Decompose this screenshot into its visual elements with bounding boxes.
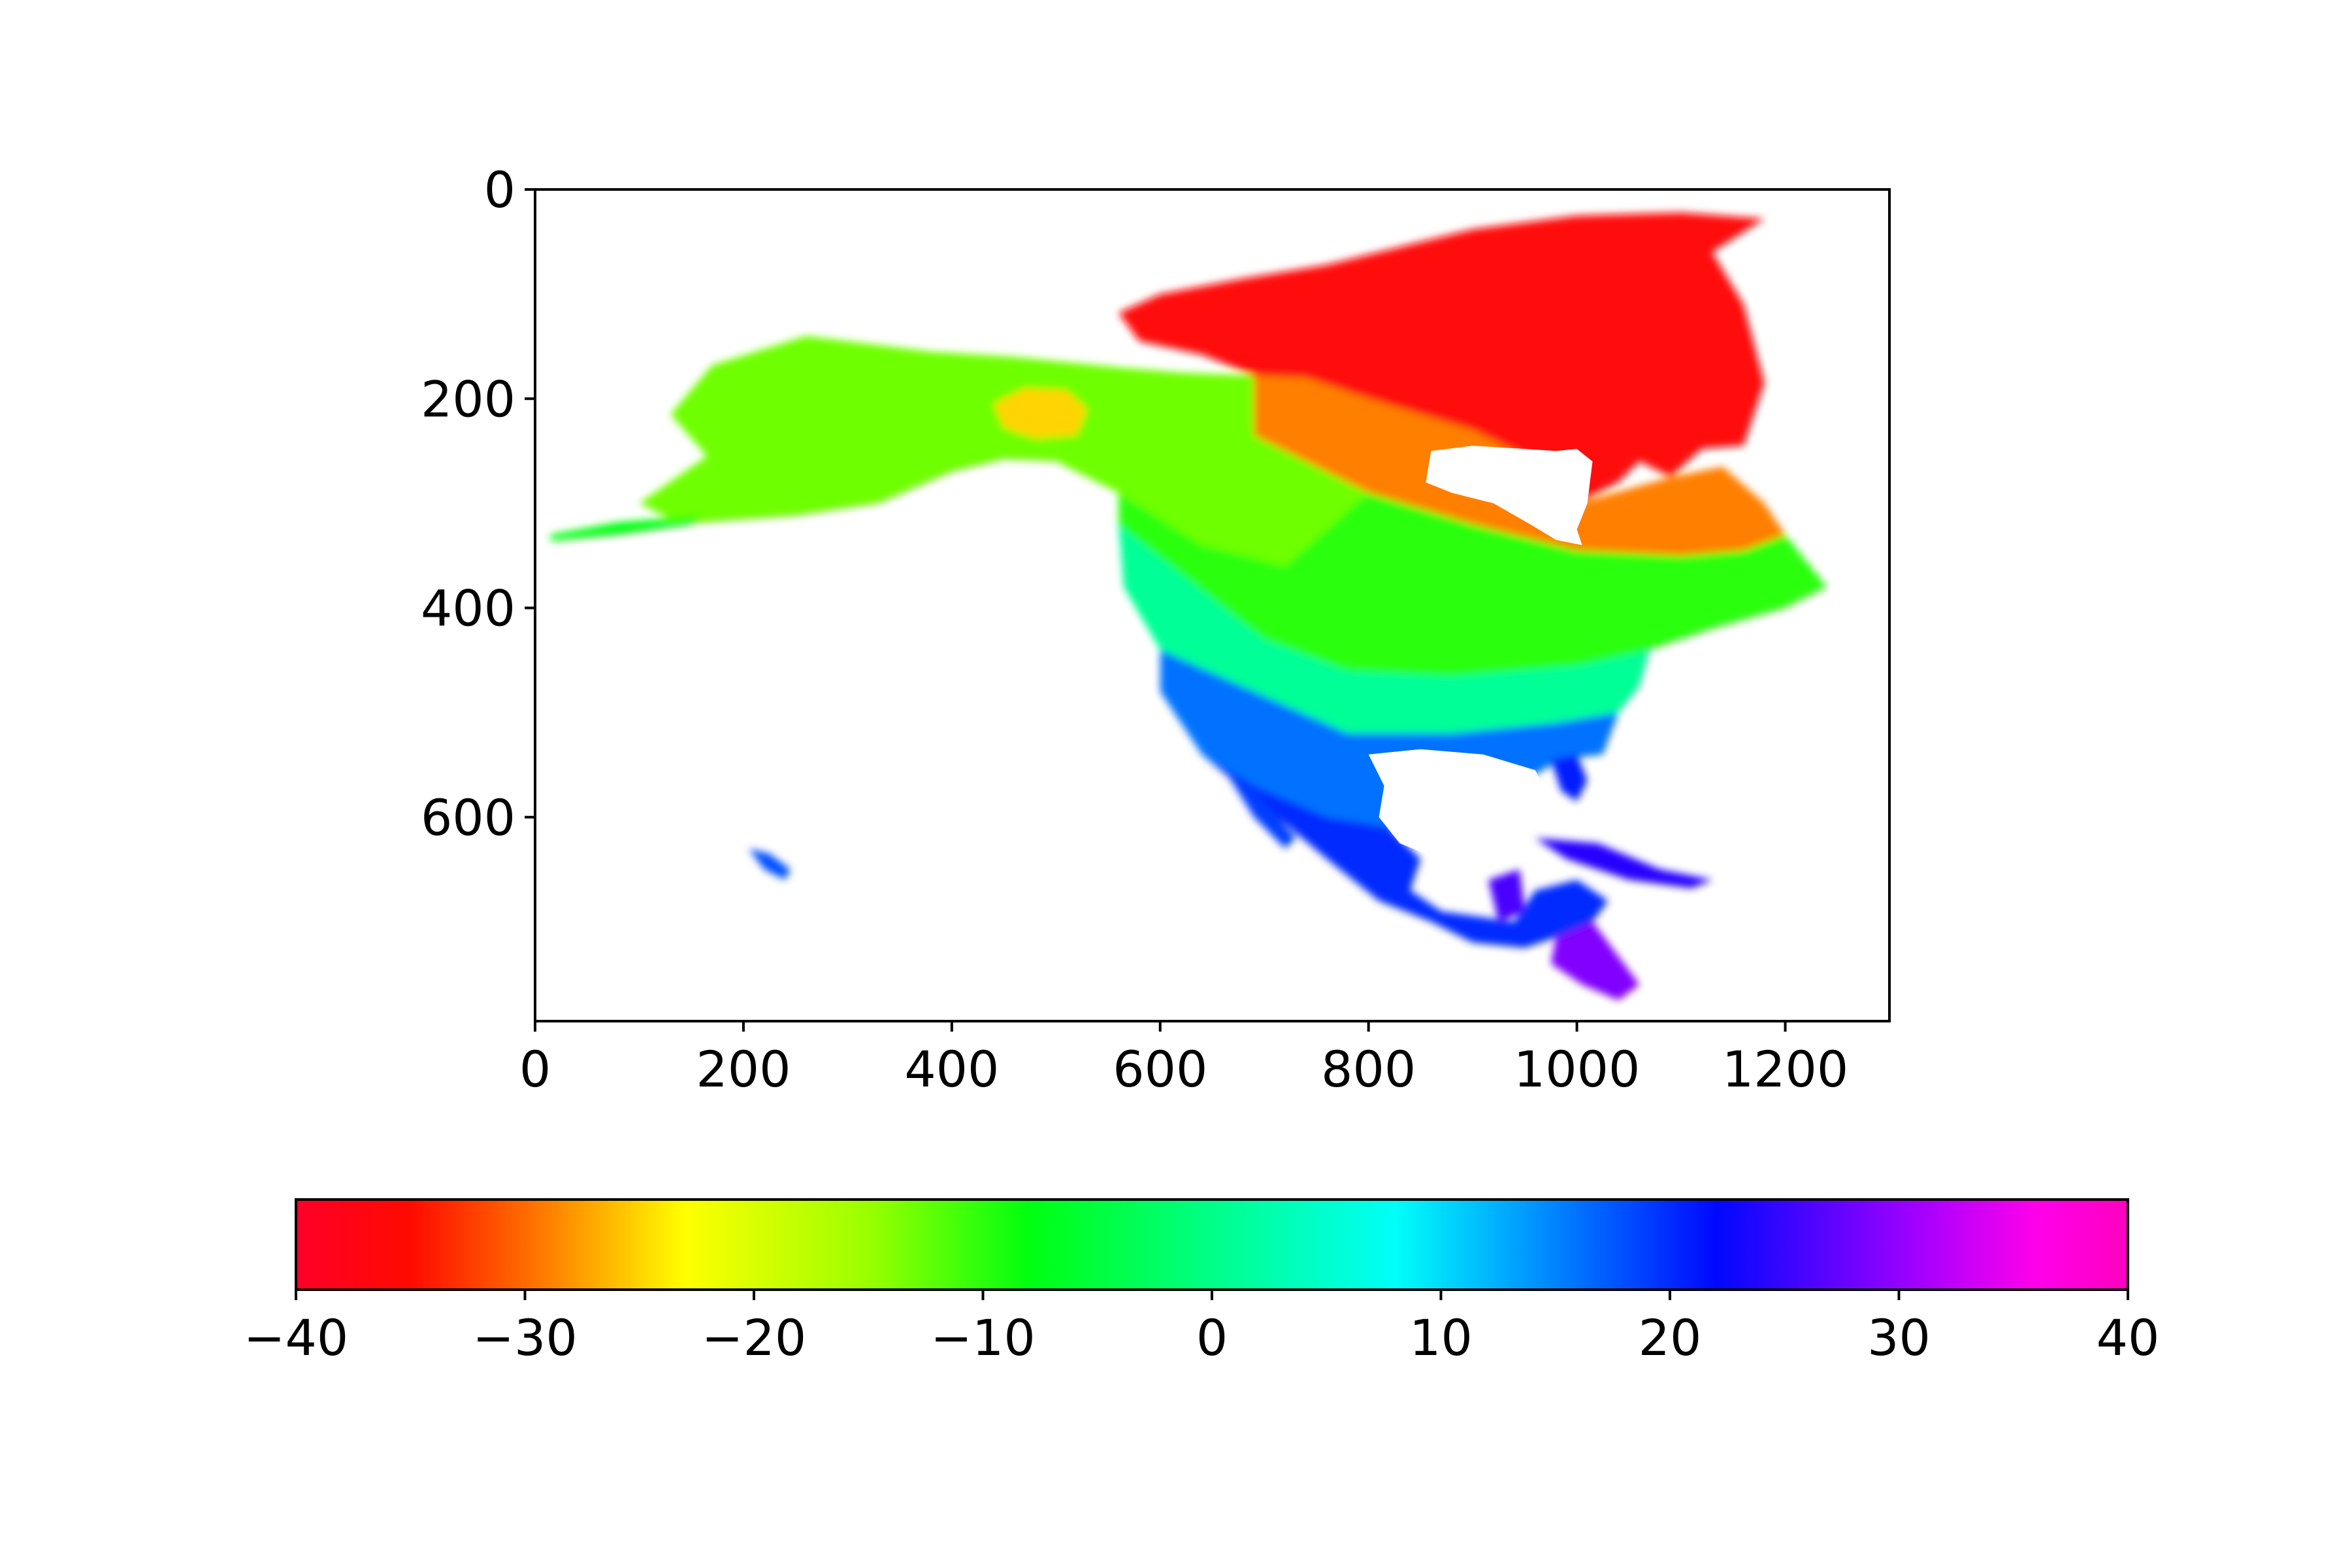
x-tick-label: 0 [519,1040,551,1098]
x-tick-label: 800 [1321,1040,1416,1098]
region-yucatan [1488,869,1525,922]
plot-area: 0 200 400 600 800 1000 1200 0 200 400 600 [421,161,1891,1098]
y-tick-label: 400 [421,580,515,638]
x-tick-label: 400 [904,1040,999,1098]
water-gulf-of-mexico [1368,749,1546,864]
y-tick-label: 600 [421,789,515,847]
region-central-canada [1119,493,1827,676]
x-tick-label: 200 [696,1040,791,1098]
x-axis: 0 200 400 600 800 1000 1200 [519,1021,1848,1098]
water-hudson-bay [1426,446,1593,546]
colorbar-tick-label: −30 [472,1309,577,1367]
region-aleutian-chain [550,515,702,541]
y-tick-label: 0 [484,161,515,219]
colorbar-tick-label: 40 [2097,1309,2160,1367]
colorbar-tick-label: −10 [930,1309,1035,1367]
colorbar-tick-label: 20 [1639,1309,1702,1367]
colorbar: −40 −30 −20 −10 0 10 20 30 40 [244,1198,2160,1367]
colorbar-gradient [296,1200,2128,1290]
region-cuba-greater-antilles [1535,838,1712,889]
region-arctic-archipelago [1119,212,1765,504]
y-tick-label: 200 [421,370,515,428]
colorbar-axis: −40 −30 −20 −10 0 10 20 30 40 [244,1290,2160,1367]
region-baja-california [1228,775,1296,849]
colorbar-tick-label: 10 [1409,1309,1473,1367]
region-florida [1550,754,1588,802]
x-tick-label: 1200 [1722,1040,1848,1098]
region-hawaii [748,848,791,880]
region-yukon-mountains [993,388,1088,439]
y-axis: 0 200 400 600 [421,161,535,847]
plot-frame [534,188,1891,1022]
colorbar-tick-label: −40 [244,1309,348,1367]
x-tick-label: 1000 [1514,1040,1640,1098]
region-alaska-yukon [639,336,1369,566]
heatmap-image [550,212,1827,1000]
region-mexico [1201,754,1609,948]
colorbar-tick-label: 0 [1196,1309,1228,1367]
region-central-america [1550,921,1640,1000]
colorbar-tick-label: 30 [1867,1309,1931,1367]
x-tick-label: 600 [1113,1040,1207,1098]
colorbar-tick-label: −20 [702,1309,806,1367]
region-northern-us [1119,524,1650,734]
